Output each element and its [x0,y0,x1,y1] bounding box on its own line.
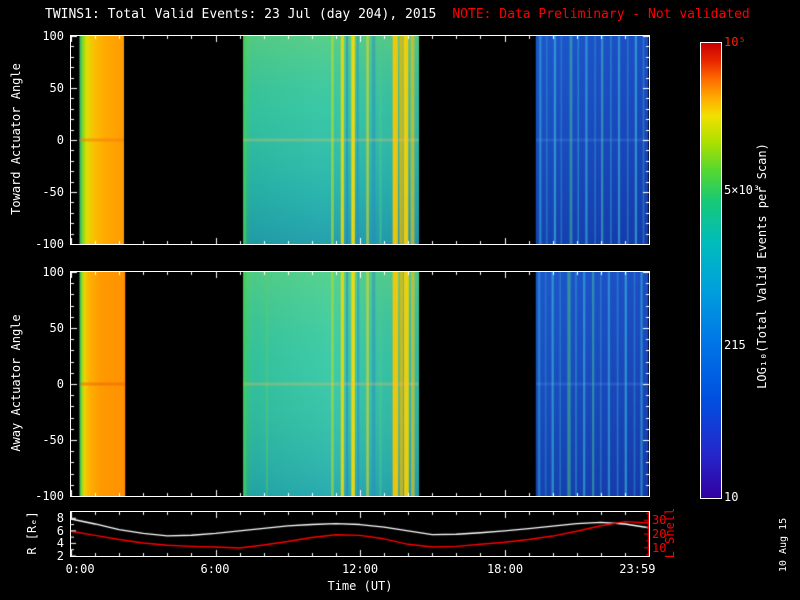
toward-spectrogram-panel [70,35,650,245]
time-tick-labels: 0:00 6:00 12:00 18:00 23:59 [66,562,656,576]
tick-label: 0 [56,133,64,147]
away-spectrogram-panel [70,271,650,497]
time-tick-label: 0:00 [65,562,95,576]
toward-ytick-labels: 100 50 0 -50 -100 [24,30,64,250]
tick-label: -100 [35,489,64,503]
tick-label: 6 [56,523,64,538]
tick-label: 0 [56,377,64,391]
tick-label: 10 [652,540,667,555]
colorbar-tick-label: 215 [724,338,746,353]
tick-label: 20 [652,527,667,541]
away-ytick-labels: 100 50 0 -50 -100 [24,266,64,502]
plot-note: NOTE: Data Preliminary - Not validated [452,7,750,22]
tick-label: 100 [42,29,64,43]
time-tick-label: 18:00 [486,562,524,576]
tick-label: 8 [56,511,64,526]
tick-label: -50 [42,185,64,199]
title-row: TWINS1: Total Valid Events: 23 Jul (day … [45,7,750,22]
time-axis-label: Time (UT) [327,579,393,593]
colorbar-title: LOG₁₀(Total Valid Events per Scan) [755,143,769,389]
tick-label: -100 [35,237,64,251]
tick-label: 30 [652,513,667,528]
tick-label: -50 [42,433,64,447]
lshell-ytick-labels: 30 20 10 [652,512,672,556]
orbit-line-panel [70,511,650,557]
time-tick-label: 6:00 [200,562,230,576]
colorbar-tick-label: 5×10³ [724,182,761,197]
toward-spectrogram-canvas [71,36,649,244]
colorbar [700,42,722,499]
time-tick-label: 23:59 [619,562,656,576]
tick-label: 50 [49,321,64,335]
plot-title: TWINS1: Total Valid Events: 23 Jul (day … [45,7,437,22]
plot-timestamp: 10 Aug 15 [778,517,789,573]
toward-axis-label: Toward Actuator Angle [9,63,23,215]
orbit-line-canvas [71,512,649,556]
tick-label: 100 [42,265,64,279]
lshell-axis-label: L Shell [663,507,677,559]
tick-label: 4 [56,536,64,551]
colorbar-tick-label: 10⁵ [724,35,746,49]
tick-label: 2 [56,549,64,563]
time-tick-label: 12:00 [341,562,379,576]
tick-label: 50 [49,81,64,95]
away-spectrogram-canvas [71,272,649,496]
away-axis-label: Away Actuator Angle [9,314,23,452]
colorbar-tick-label: 10 [724,490,739,504]
